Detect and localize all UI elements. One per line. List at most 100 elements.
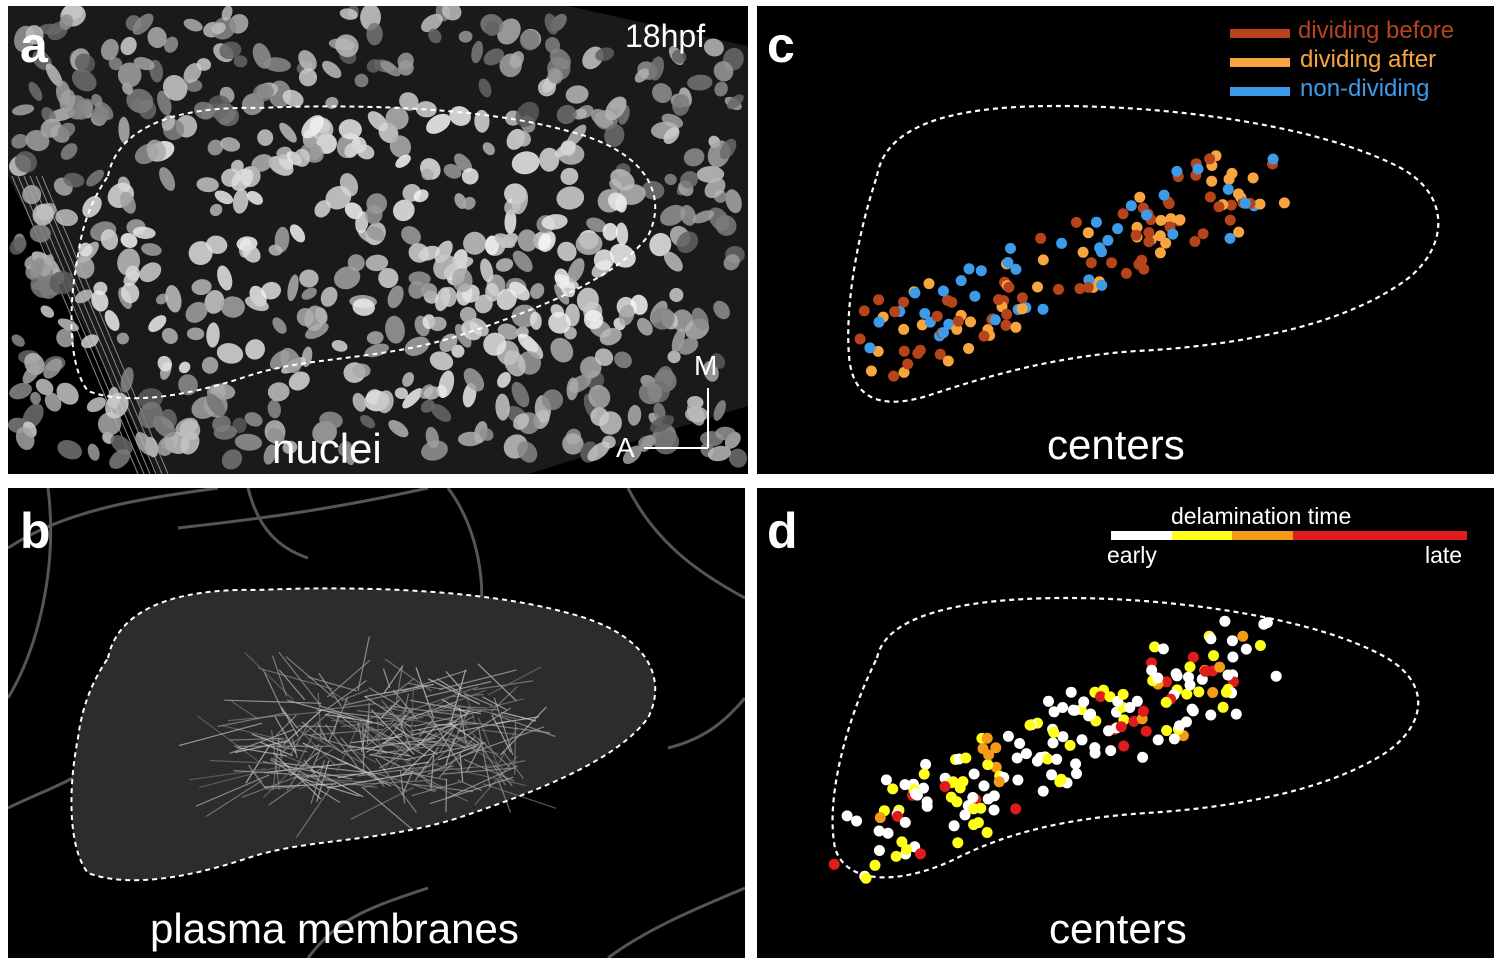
nucleus: [352, 363, 371, 378]
membrane-fiber: [410, 699, 482, 715]
nucleus: [352, 298, 375, 316]
nucleus: [352, 392, 367, 412]
slice-line: [35, 175, 163, 474]
nucleus: [704, 178, 726, 199]
nucleus: [378, 267, 399, 289]
membrane-fiber: [434, 709, 500, 712]
nucleus: [680, 205, 697, 226]
nucleus: [356, 144, 375, 160]
membrane-fiber: [488, 698, 525, 709]
nucleus: [441, 6, 462, 21]
membrane-fiber: [282, 709, 323, 745]
membrane-fiber: [450, 706, 470, 749]
nucleus: [423, 386, 441, 400]
nucleus: [430, 403, 452, 422]
nucleus: [523, 338, 544, 360]
panel-c-centers: c dividing before dividing after non-div…: [757, 6, 1494, 474]
nucleus: [399, 92, 419, 111]
membrane-fiber: [316, 703, 377, 712]
nucleus: [397, 52, 414, 70]
nucleus: [60, 143, 78, 160]
nucleus: [562, 433, 584, 455]
nucleus: [194, 101, 215, 120]
mid-early-center: [1161, 725, 1173, 736]
dividing-before-center: [1136, 254, 1148, 266]
membrane-fiber: [416, 737, 462, 776]
nucleus: [11, 334, 25, 347]
dividing-before-center: [1224, 214, 1236, 226]
nucleus: [74, 256, 95, 279]
nucleus: [714, 81, 728, 97]
dividing-before-center: [941, 294, 953, 306]
membrane-fiber: [392, 703, 456, 727]
membrane-fiber: [485, 760, 526, 769]
membrane-fiber: [410, 721, 457, 732]
membrane-fiber: [195, 774, 270, 807]
membrane-fiber: [205, 779, 263, 817]
early-center: [851, 815, 863, 827]
panel-d-centers: d delamination time early late centers: [757, 488, 1494, 958]
membrane-fiber: [233, 770, 318, 777]
dividing-before-center: [912, 347, 924, 359]
membrane-fiber: [382, 668, 391, 689]
membrane-fiber: [383, 664, 404, 694]
dividing-after-center: [898, 366, 910, 378]
nucleus: [580, 356, 602, 379]
membrane-fiber: [277, 745, 308, 753]
nucleus: [495, 258, 514, 272]
nucleus: [443, 163, 462, 179]
nucleus: [35, 378, 54, 396]
early-center: [1070, 758, 1082, 770]
nucleus: [479, 428, 494, 441]
early-center: [1085, 708, 1097, 720]
membrane-fiber: [502, 750, 524, 780]
nucleus: [289, 224, 306, 243]
nucleus: [120, 36, 137, 56]
dividing-before-center: [1106, 257, 1118, 269]
membrane-fiber: [413, 710, 483, 727]
membrane-fiber: [357, 636, 370, 692]
mid-early-center: [1042, 753, 1054, 765]
membrane-fiber: [370, 708, 408, 742]
nucleus: [480, 258, 494, 283]
nucleus: [86, 397, 106, 413]
nucleus: [301, 287, 317, 300]
nucleus: [118, 116, 130, 144]
nucleus: [147, 26, 167, 49]
dividing-after-center: [965, 316, 976, 328]
nucleus: [272, 317, 287, 334]
membrane-fiber: [464, 693, 493, 707]
late-center: [1128, 715, 1140, 727]
nucleus: [146, 139, 167, 162]
mid-early-center: [952, 837, 964, 849]
nucleus: [22, 185, 42, 205]
cell-boundary: [626, 488, 745, 600]
nucleus: [549, 48, 571, 70]
nucleus: [188, 241, 213, 266]
early-center: [1011, 752, 1023, 764]
membrane-fiber: [324, 779, 377, 789]
nucleus: [421, 13, 443, 33]
membrane-fiber: [236, 746, 287, 757]
non-dividing-center: [963, 263, 975, 275]
membrane-fiber: [308, 728, 383, 736]
nucleus: [148, 315, 167, 333]
dividing-after-center: [1160, 237, 1172, 249]
membrane-fiber: [429, 776, 514, 805]
nuclei-micrograph: [8, 6, 748, 474]
nucleus: [497, 323, 519, 340]
nucleus: [335, 34, 359, 58]
membrane-fiber: [375, 757, 417, 813]
early-center: [1071, 768, 1082, 780]
nucleus: [25, 25, 44, 45]
mid-early-center: [1064, 739, 1076, 751]
membrane-fiber: [307, 676, 358, 692]
nucleus: [663, 251, 683, 272]
membrane-fiber: [326, 772, 417, 789]
dividing-after-center: [1010, 321, 1022, 333]
membrane-fiber: [497, 779, 512, 813]
dividing-before-center: [1213, 201, 1225, 213]
dividing-after-center: [1278, 197, 1290, 209]
nucleus: [402, 388, 423, 409]
nucleus: [282, 89, 304, 108]
